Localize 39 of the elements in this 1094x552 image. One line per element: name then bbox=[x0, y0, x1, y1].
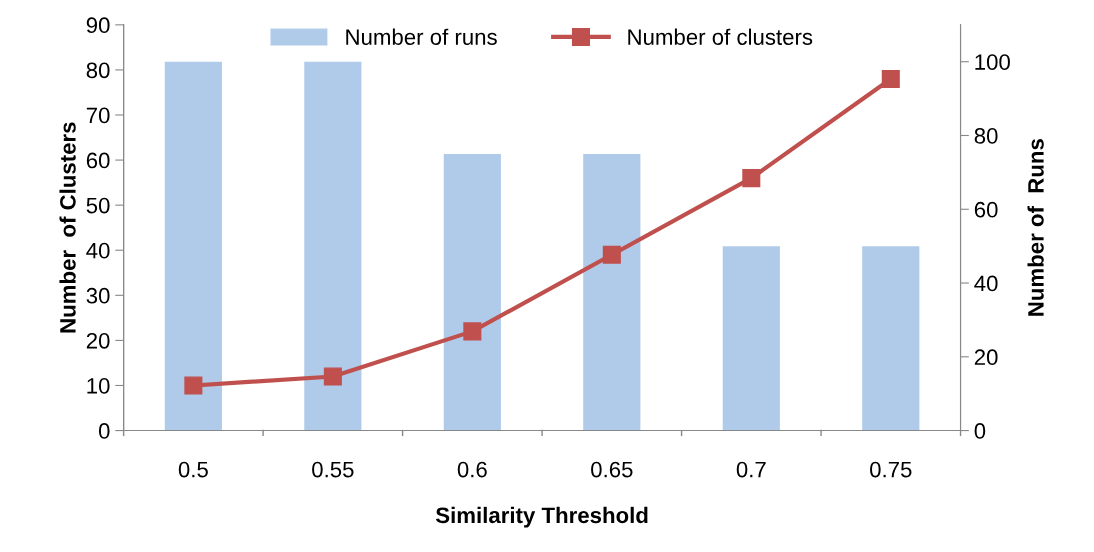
y2-tick-label: 20 bbox=[974, 349, 998, 366]
x-tick-label: 0.75 bbox=[870, 461, 912, 478]
y-axis-title: Number of Clusters bbox=[59, 122, 76, 333]
y2-axis-title: Number of Runs bbox=[1027, 139, 1044, 316]
y2-tick-label: 100 bbox=[975, 54, 1010, 70]
y-tick-label: 60 bbox=[86, 152, 110, 169]
x-axis-title: Similarity Threshold bbox=[435, 506, 648, 528]
point bbox=[602, 245, 621, 264]
point bbox=[184, 376, 203, 395]
y2-tick-label: 80 bbox=[974, 128, 998, 144]
y-tick-label: 80 bbox=[86, 62, 110, 79]
y-tick-label: 70 bbox=[86, 107, 110, 124]
y-tick-label: 20 bbox=[86, 332, 110, 349]
point bbox=[742, 169, 761, 188]
point bbox=[463, 322, 482, 341]
y2-tick-label: 60 bbox=[974, 201, 998, 218]
y2-tick-label: 40 bbox=[974, 275, 998, 292]
y-tick-label: 90 bbox=[86, 17, 110, 34]
bar bbox=[862, 246, 920, 431]
x-tick-label: 0.55 bbox=[312, 461, 354, 478]
bar bbox=[164, 61, 222, 431]
legend-label: Number of runs bbox=[346, 28, 497, 45]
x-tick-label: 0.6 bbox=[457, 461, 487, 478]
y-tick-label: 10 bbox=[87, 378, 110, 394]
y-tick-label: 30 bbox=[86, 287, 110, 304]
y2-tick-label: 0 bbox=[974, 423, 986, 439]
bar bbox=[583, 153, 641, 431]
bar bbox=[304, 61, 362, 431]
bar bbox=[722, 246, 780, 431]
y-tick-label: 0 bbox=[98, 423, 110, 439]
y-tick-label: 50 bbox=[86, 197, 110, 214]
point bbox=[881, 69, 900, 88]
y-tick-label: 40 bbox=[86, 242, 110, 259]
bar bbox=[443, 153, 501, 431]
x-tick-label: 0.7 bbox=[736, 461, 766, 478]
legend-label: Number of clusters bbox=[628, 28, 813, 45]
point bbox=[323, 367, 342, 386]
x-tick-label: 0.65 bbox=[591, 461, 633, 478]
x-tick-label: 0.5 bbox=[178, 461, 208, 478]
